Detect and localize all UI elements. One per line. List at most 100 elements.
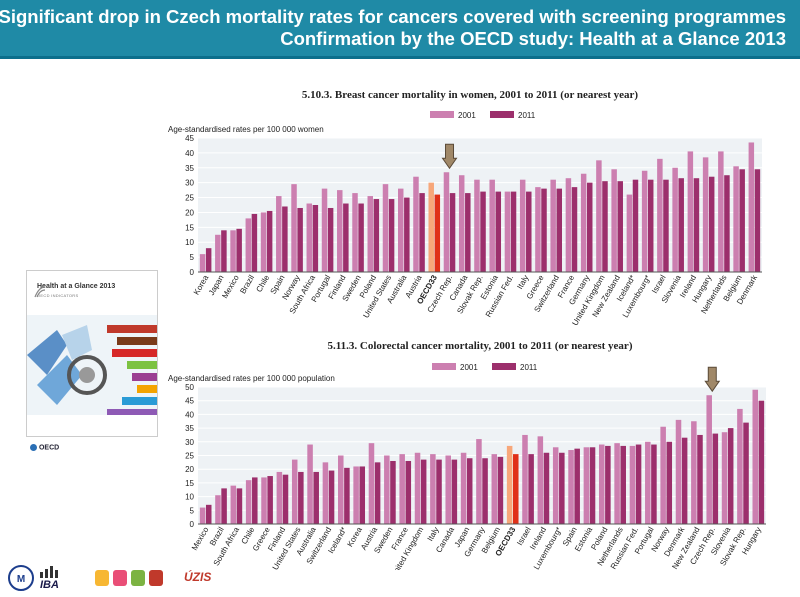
bar-2011 bbox=[574, 448, 580, 524]
y-tick-label: 20 bbox=[185, 465, 194, 474]
bar-2011 bbox=[312, 205, 319, 272]
footer-logos: M IBA ÚZIS bbox=[0, 560, 800, 597]
bar-2011 bbox=[681, 437, 688, 524]
bar-2001 bbox=[382, 184, 389, 272]
bar-2011 bbox=[495, 191, 502, 272]
bar-2011 bbox=[267, 476, 273, 524]
colorectal-cancer-chart: 5.11.3. Colorectal cancer mortality, 200… bbox=[168, 340, 766, 570]
bar-2001 bbox=[307, 444, 313, 524]
bar-2001 bbox=[245, 480, 252, 524]
bar-2011 bbox=[663, 179, 669, 272]
bar-2001 bbox=[611, 169, 617, 272]
bar-2011 bbox=[327, 207, 334, 272]
bar-2001 bbox=[598, 444, 605, 524]
y-tick-label: 40 bbox=[185, 149, 194, 158]
bar-2001 bbox=[476, 439, 482, 524]
bar-2001 bbox=[645, 441, 651, 524]
bar-2001 bbox=[691, 421, 697, 524]
bar-2011 bbox=[510, 191, 517, 272]
bar-2001 bbox=[660, 426, 666, 524]
bar-2001 bbox=[489, 179, 495, 272]
cover-title: Health at a Glance 2013 bbox=[37, 283, 116, 290]
bar-2011 bbox=[632, 179, 639, 272]
bar-2001 bbox=[368, 443, 375, 524]
bar-2011 bbox=[635, 444, 642, 524]
university-seal-icon: M bbox=[8, 565, 34, 591]
bar-2011 bbox=[236, 488, 243, 524]
bar-2011 bbox=[266, 210, 273, 272]
bar-2001 bbox=[474, 179, 480, 272]
bar-2011 bbox=[693, 178, 700, 272]
bar-2011 bbox=[388, 199, 395, 272]
y-tick-label: 20 bbox=[185, 208, 194, 217]
bar-2001 bbox=[291, 459, 298, 524]
bar-2001 bbox=[687, 151, 694, 272]
bar-2011 bbox=[373, 199, 380, 272]
bar-2001 bbox=[504, 191, 511, 272]
bar-2011 bbox=[743, 422, 749, 524]
bar-2001 bbox=[458, 175, 465, 272]
bar-2011 bbox=[482, 458, 488, 524]
bar-2001 bbox=[245, 218, 252, 272]
oecd-text: OECD bbox=[38, 444, 60, 452]
bar-2011 bbox=[543, 452, 550, 524]
bar-2001 bbox=[721, 432, 728, 524]
legend-label-2001: 2001 bbox=[460, 363, 478, 372]
uzis-logo: ÚZIS bbox=[184, 570, 212, 584]
y-tick-label: 10 bbox=[185, 238, 194, 247]
bar-2011 bbox=[451, 459, 458, 524]
bar-2011 bbox=[343, 203, 349, 272]
bar-2011 bbox=[697, 434, 703, 524]
bar-2011 bbox=[358, 203, 364, 272]
bar-2011 bbox=[466, 458, 473, 524]
bar-2001 bbox=[199, 254, 206, 272]
legend-swatch-2001 bbox=[432, 363, 456, 370]
bar-2001 bbox=[261, 477, 267, 524]
down-arrow-icon bbox=[704, 366, 721, 393]
y-tick-label: 30 bbox=[185, 438, 194, 447]
bar-2011 bbox=[758, 400, 765, 524]
bar-2011 bbox=[480, 191, 486, 272]
y-tick-label: 5 bbox=[190, 506, 195, 515]
y-tick-label: 15 bbox=[185, 223, 194, 232]
bar-2001 bbox=[306, 203, 313, 272]
bar-2011 bbox=[236, 228, 242, 272]
oecd-globe-icon bbox=[30, 444, 37, 451]
bar-2011 bbox=[251, 213, 258, 272]
bar-2011 bbox=[405, 460, 412, 524]
bar-2001 bbox=[413, 176, 419, 272]
bar-2001 bbox=[414, 452, 421, 524]
bar-2001 bbox=[384, 455, 390, 524]
bar-2001 bbox=[443, 172, 450, 272]
bar-2001 bbox=[737, 408, 743, 524]
bar-2001 bbox=[430, 454, 436, 524]
y-tick-label: 0 bbox=[190, 520, 195, 529]
legend-swatch-2011 bbox=[492, 363, 516, 370]
bar-2011 bbox=[513, 454, 519, 524]
bar-2001 bbox=[367, 196, 373, 272]
partner-logos-icon bbox=[95, 570, 163, 586]
down-arrow-icon bbox=[441, 143, 458, 170]
y-tick-label: 45 bbox=[185, 134, 194, 143]
bar-2011 bbox=[313, 471, 319, 524]
subheadline: Confirmation by the OECD study: Health a… bbox=[280, 28, 786, 49]
bar-2001 bbox=[583, 447, 590, 524]
bar-2001 bbox=[337, 190, 343, 272]
bar-2001 bbox=[675, 419, 682, 524]
bar-2001 bbox=[641, 170, 648, 272]
bar-2001 bbox=[397, 188, 404, 272]
y-tick-label: 10 bbox=[185, 493, 194, 502]
bar-2001 bbox=[552, 447, 559, 524]
bar-2001 bbox=[460, 452, 467, 524]
bar-2001 bbox=[706, 395, 712, 524]
bar-2011 bbox=[374, 462, 381, 524]
bar-2001 bbox=[322, 462, 329, 524]
bar-2001 bbox=[537, 436, 544, 524]
bar-2001 bbox=[353, 466, 359, 524]
y-tick-label: 25 bbox=[185, 452, 194, 461]
legend-swatch-2001 bbox=[430, 111, 454, 118]
y-tick-label: 50 bbox=[185, 383, 194, 392]
bar-2001 bbox=[718, 151, 724, 272]
bar-2011 bbox=[666, 441, 673, 524]
